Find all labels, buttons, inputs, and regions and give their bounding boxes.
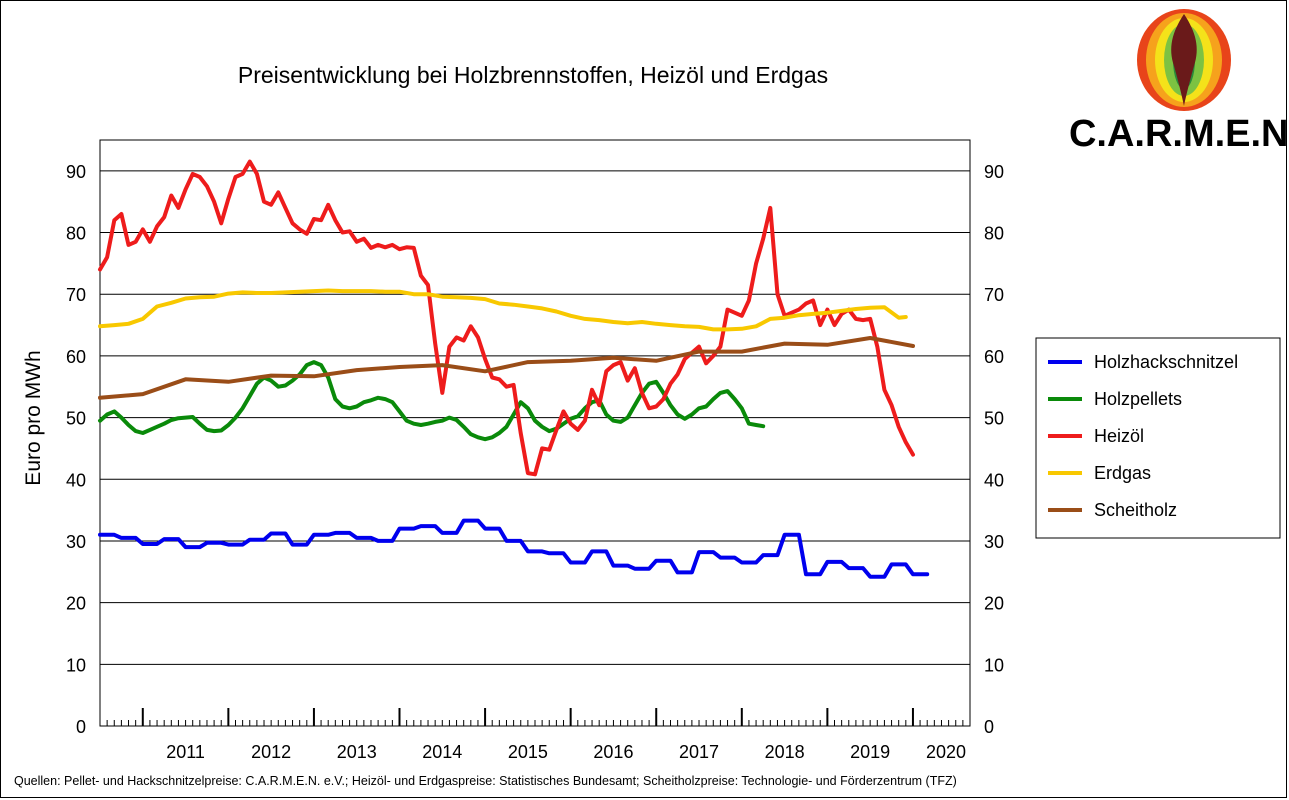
legend-label: Scheitholz [1094, 500, 1177, 520]
y-tick-label-right: 10 [984, 655, 1004, 675]
y-tick-label: 20 [66, 594, 86, 614]
carmen-logo: C.A.R.M.E.N. [1069, 9, 1289, 155]
x-axis: 2011 2012 2013 2014 2015 2016 2017 2018 2019 2020 [99, 708, 971, 762]
x-tick-label: 2020 [926, 742, 966, 762]
legend-label: Erdgas [1094, 463, 1151, 483]
legend-label: Holzhackschnitzel [1094, 352, 1238, 372]
plot-area [99, 139, 971, 727]
x-tick-label: 2019 [850, 742, 890, 762]
y-tick-label-right: 80 [984, 224, 1004, 244]
y-tick-label-right: 30 [984, 532, 1004, 552]
y-tick-label: 50 [66, 409, 86, 429]
x-tick-label: 2014 [422, 742, 462, 762]
logo-text: C.A.R.M.E.N. [1069, 113, 1289, 155]
series-line-scheitholz [98, 336, 915, 400]
x-tick-label: 2011 [166, 742, 205, 762]
y-tick-label-right: 0 [984, 717, 994, 737]
y-axis-label: Euro pro MWh [22, 350, 45, 485]
y-tick-label: 10 [66, 655, 86, 675]
series-line-holzhackschnitzel [98, 518, 930, 579]
y-tick-label: 70 [66, 285, 86, 305]
y-tick-label: 80 [66, 224, 86, 244]
y-tick-label-right: 50 [984, 409, 1004, 429]
y-tick-label: 30 [66, 532, 86, 552]
y-tick-label-right: 40 [984, 470, 1004, 490]
legend-label: Holzpellets [1094, 389, 1182, 409]
y-axis-right: 0 10 20 30 40 50 60 70 80 90 [984, 162, 1004, 737]
logo-flame [1171, 14, 1197, 106]
x-tick-label: 2012 [251, 742, 291, 762]
y-tick-label-right: 70 [984, 285, 1004, 305]
series-line-heiz-l [98, 159, 915, 477]
series-line-holzpellets [98, 360, 766, 442]
chart-title: Preisentwicklung bei Holzbrennstoffen, H… [238, 62, 828, 88]
x-tick-label: 2016 [593, 742, 633, 762]
y-tick-label: 40 [66, 470, 86, 490]
y-tick-label-right: 20 [984, 594, 1004, 614]
y-tick-label-right: 90 [984, 162, 1004, 182]
y-axis-left: 0 10 20 30 40 50 60 70 80 90 [66, 162, 86, 737]
legend-label: Heizöl [1094, 426, 1144, 446]
x-tick-label: 2017 [679, 742, 719, 762]
y-tick-label: 0 [76, 717, 86, 737]
series-line-erdgas [98, 288, 908, 332]
source-note: Quellen: Pellet- und Hackschnitzelpreise… [14, 774, 957, 788]
gridlines [100, 170, 970, 665]
x-tick-label: 2013 [337, 742, 377, 762]
legend-box [1035, 337, 1281, 539]
legend: Holzhackschnitzel Holzpellets Heizöl Erdgas… [1035, 337, 1281, 539]
y-tick-label: 60 [66, 347, 86, 367]
y-tick-label: 90 [66, 162, 86, 182]
y-tick-label-right: 60 [984, 347, 1004, 367]
x-tick-label: 2018 [765, 742, 805, 762]
series-lines [98, 159, 930, 579]
x-tick-label: 2015 [508, 742, 548, 762]
